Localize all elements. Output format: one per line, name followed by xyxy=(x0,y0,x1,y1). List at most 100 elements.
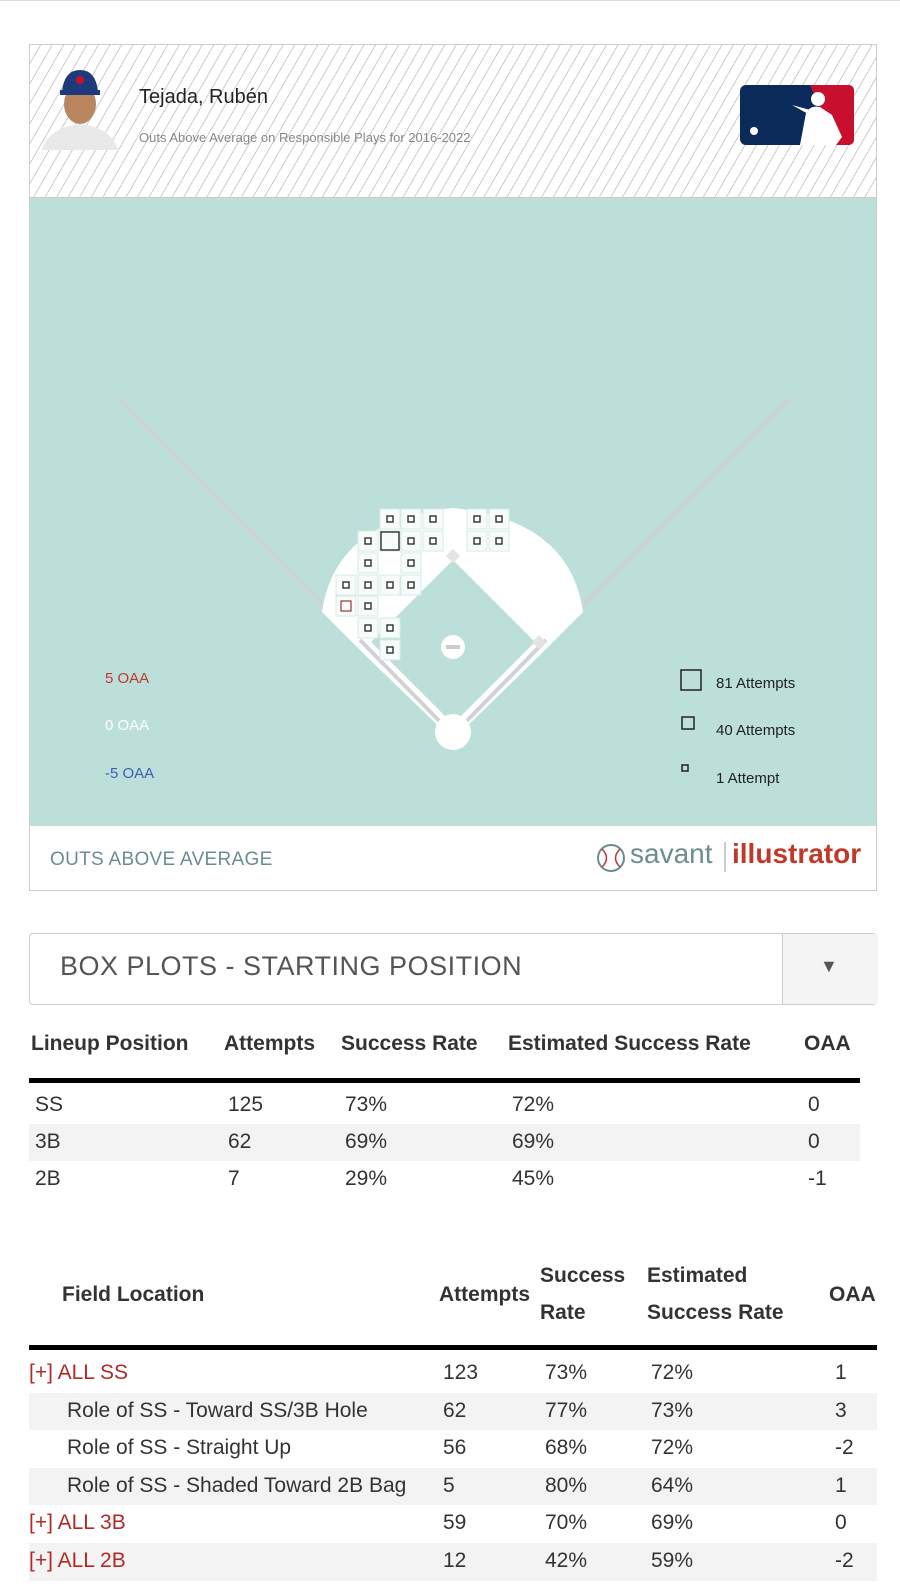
field-cell xyxy=(473,537,481,545)
cell: 62 xyxy=(228,1130,252,1153)
legend-oaa: 5 OAA xyxy=(105,670,149,687)
cell: 0 xyxy=(835,1511,847,1535)
field-cell xyxy=(407,515,415,523)
cell: 73% xyxy=(345,1093,388,1116)
column-header: Estimated Success Rate xyxy=(508,1032,751,1055)
field-cell xyxy=(364,581,372,589)
league-logo xyxy=(740,85,854,145)
card-header xyxy=(30,45,876,198)
column-header: Success Rate xyxy=(341,1032,478,1055)
header-rule xyxy=(29,1078,860,1083)
cell: 7 xyxy=(228,1167,240,1190)
brand-accent: illustrator xyxy=(732,838,862,869)
cell: 45% xyxy=(512,1167,555,1190)
cell: 0 xyxy=(808,1093,820,1116)
row-band xyxy=(29,1543,877,1581)
cell: 62 xyxy=(443,1398,467,1422)
legend-attempts: 40 Attempts xyxy=(716,722,795,739)
field-cell xyxy=(364,624,372,632)
cell: 29% xyxy=(345,1167,388,1190)
field-cell xyxy=(342,581,350,589)
cell: 72% xyxy=(512,1093,555,1116)
field-cell xyxy=(407,537,415,545)
field-cell xyxy=(364,537,372,545)
cell: 72% xyxy=(651,1361,694,1384)
dropdown-arrow[interactable]: ▼ xyxy=(820,956,838,976)
row-label[interactable]: [+] ALL 3B xyxy=(29,1511,126,1535)
cell: 64% xyxy=(651,1473,694,1497)
cell: 69% xyxy=(651,1511,694,1535)
cell: 73% xyxy=(651,1398,694,1422)
cell: 59 xyxy=(443,1511,467,1535)
column-header: Lineup Position xyxy=(31,1032,189,1055)
dropdown-value[interactable]: BOX PLOTS - STARTING POSITION xyxy=(60,951,523,981)
field-cell xyxy=(364,602,372,610)
field-cell xyxy=(364,559,372,567)
cell: 56 xyxy=(443,1436,467,1460)
cell: 5 xyxy=(443,1473,455,1497)
player-name: Tejada, Rubén xyxy=(139,86,268,108)
column-header: Field Location xyxy=(62,1283,205,1306)
field-cell xyxy=(429,515,437,523)
cell: 59% xyxy=(651,1549,694,1572)
baseball-icon xyxy=(597,844,625,872)
row-band xyxy=(29,1392,877,1431)
field-cell xyxy=(380,531,400,551)
row-label: Role of SS - Toward SS/3B Hole xyxy=(67,1398,368,1422)
cell: 125 xyxy=(228,1093,264,1116)
legend-oaa: 0 OAA xyxy=(105,717,149,734)
subtitle: Outs Above Average on Responsible Plays … xyxy=(139,130,471,145)
legend-attempts: 81 Attempts xyxy=(716,675,795,692)
legend-oaa: -5 OAA xyxy=(105,765,154,782)
column-header: OAA xyxy=(829,1283,876,1306)
cell: SS xyxy=(35,1093,64,1116)
field-cell xyxy=(340,600,352,612)
divider xyxy=(0,0,900,1)
field-cell xyxy=(386,515,394,523)
cell: 69% xyxy=(512,1130,555,1153)
cell: 80% xyxy=(545,1473,588,1497)
field-cell xyxy=(386,624,394,632)
field-cell xyxy=(386,581,394,589)
cell: 42% xyxy=(545,1549,588,1572)
column-header: Success Rate xyxy=(540,1264,626,1324)
cell: 68% xyxy=(545,1436,588,1460)
dropdown-button[interactable] xyxy=(782,934,878,1004)
column-header: Attempts xyxy=(439,1283,531,1306)
column-header: Attempts xyxy=(224,1032,316,1055)
cell: 69% xyxy=(345,1130,388,1153)
cell: -2 xyxy=(835,1436,854,1460)
cell: 12 xyxy=(443,1549,467,1572)
cell: 123 xyxy=(443,1361,479,1384)
cell: 77% xyxy=(545,1398,588,1422)
cell: 0 xyxy=(808,1130,820,1153)
footer-label: OUTS ABOVE AVERAGE xyxy=(50,849,273,870)
brand-divider xyxy=(724,842,726,872)
cell: 3B xyxy=(35,1130,61,1153)
field-cell xyxy=(473,515,481,523)
cell: 1 xyxy=(835,1361,847,1384)
cell: 70% xyxy=(545,1511,588,1535)
row-label[interactable]: [+] ALL SS xyxy=(29,1361,129,1384)
field-cell xyxy=(407,581,415,589)
cell: -1 xyxy=(808,1167,827,1190)
illustration-card xyxy=(29,44,877,891)
field-cell xyxy=(407,559,415,567)
cell: 73% xyxy=(545,1361,588,1384)
row-label[interactable]: [+] ALL 2B xyxy=(29,1549,126,1572)
header-rule xyxy=(29,1345,877,1350)
row-band xyxy=(29,1467,877,1506)
field-cell xyxy=(495,515,503,523)
cell: 1 xyxy=(835,1473,847,1497)
row-band xyxy=(29,1124,860,1161)
cell: -2 xyxy=(835,1549,854,1572)
field-cell xyxy=(429,537,437,545)
column-header: Estimated Success Rate xyxy=(647,1264,784,1324)
field-chart: 5 OAA 0 OAA -5 OAA 81 Attempts 40 Attemp… xyxy=(30,198,876,826)
column-header: OAA xyxy=(804,1032,851,1055)
legend-attempts: 1 Attempt xyxy=(716,770,780,787)
player-photo xyxy=(42,70,118,150)
field-cell xyxy=(495,537,503,545)
cell: 3 xyxy=(835,1398,847,1422)
